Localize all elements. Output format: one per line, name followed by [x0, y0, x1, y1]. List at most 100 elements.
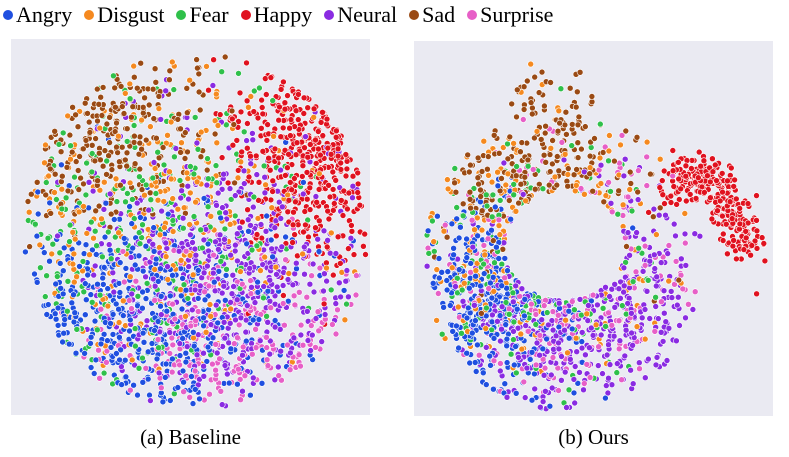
scatter-point-fear: [88, 168, 96, 176]
scatter-point-fear: [483, 304, 490, 312]
scatter-point-fear: [91, 227, 99, 235]
scatter-point-surprise: [212, 341, 219, 348]
scatter-point-surprise: [95, 346, 102, 354]
scatter-point-happy: [284, 164, 291, 171]
scatter-point-surprise: [624, 193, 632, 201]
scatter-point-disgust: [527, 60, 534, 68]
scatter-point-neural: [576, 369, 583, 376]
scatter-point-sad: [117, 83, 125, 90]
scatter-point-sad: [177, 125, 184, 133]
scatter-point-fear: [66, 238, 73, 245]
scatter-point-happy: [250, 108, 258, 115]
legend-label-disgust: Disgust: [97, 2, 165, 27]
scatter-point-sad: [477, 193, 484, 200]
scatter-point-sad: [520, 106, 528, 113]
scatter-point-happy: [312, 160, 320, 167]
scatter-point-sad: [506, 133, 514, 141]
scatter-point-surprise: [206, 390, 213, 398]
scatter-point-sad: [512, 172, 520, 179]
scatter-point-disgust: [48, 250, 56, 258]
scatter-point-disgust: [341, 316, 349, 324]
scatter-point-angry: [480, 369, 487, 377]
scatter-point-neural: [105, 241, 113, 248]
scatter-point-angry: [192, 386, 199, 393]
scatter-point-neural: [271, 224, 279, 231]
scatter-point-fear: [429, 217, 436, 225]
scatter-point-angry: [152, 255, 160, 263]
scatter-point-happy: [747, 251, 754, 259]
scatter-point-disgust: [197, 128, 205, 136]
scatter-point-surprise: [235, 365, 242, 373]
scatter-point-sad: [94, 117, 101, 125]
scatter-point-happy: [271, 145, 279, 153]
scatter-point-happy: [291, 231, 298, 238]
scatter-point-happy: [300, 94, 308, 102]
scatter-point-fear: [204, 203, 212, 210]
scatter-point-happy: [295, 91, 302, 98]
scatter-point-neural: [187, 231, 194, 239]
scatter-point-happy: [356, 201, 364, 209]
scatter-point-surprise: [549, 308, 557, 315]
scatter-point-angry: [52, 315, 60, 323]
scatter-point-neural: [185, 263, 192, 270]
scatter-point-sad: [76, 153, 83, 160]
scatter-point-angry: [269, 253, 276, 261]
scatter-point-neural: [555, 345, 563, 353]
scatter-point-sad: [146, 189, 154, 197]
scatter-point-neural: [578, 344, 586, 352]
scatter-point-sad: [103, 171, 110, 178]
scatter-point-neural: [581, 168, 588, 176]
scatter-point-disgust: [115, 229, 122, 236]
scatter-point-neural: [651, 251, 658, 259]
scatter-point-surprise: [267, 304, 275, 312]
scatter-point-neural: [261, 173, 268, 181]
scatter-point-fear: [491, 259, 498, 266]
scatter-point-neural: [681, 230, 689, 238]
scatter-point-surprise: [314, 308, 322, 316]
scatter-point-neural: [106, 190, 114, 198]
scatter-point-neural: [271, 376, 279, 384]
scatter-point-happy: [719, 230, 727, 238]
scatter-point-angry: [455, 234, 463, 242]
scatter-point-angry: [139, 288, 146, 296]
scatter-point-neural: [306, 280, 314, 288]
scatter-point-surprise: [497, 360, 504, 367]
scatter-point-angry: [174, 384, 182, 391]
scatter-point-angry: [267, 236, 275, 244]
scatter-point-surprise: [532, 311, 540, 318]
scatter-point-neural: [673, 301, 681, 309]
scatter-point-disgust: [58, 185, 66, 193]
scatter-point-disgust: [490, 288, 497, 295]
scatter-point-angry: [109, 331, 117, 338]
scatter-point-surprise: [169, 300, 176, 308]
scatter-point-fear: [122, 198, 129, 206]
scatter-point-angry: [200, 322, 207, 330]
scatter-point-neural: [292, 259, 300, 267]
scatter-point-angry: [448, 220, 456, 228]
scatter-point-angry: [494, 182, 502, 190]
scatter-point-disgust: [495, 222, 503, 229]
scatter-point-sad: [174, 116, 182, 123]
scatter-point-angry: [255, 316, 263, 323]
scatter-point-happy: [218, 154, 226, 161]
scatter-point-angry: [568, 325, 576, 333]
scatter-point-fear: [123, 138, 131, 145]
scatter-point-neural: [659, 338, 667, 345]
scatter-point-angry: [471, 359, 479, 366]
scatter-point-happy: [669, 167, 677, 174]
scatter-point-neural: [555, 339, 562, 347]
scatter-point-happy: [329, 168, 337, 176]
scatter-point-neural: [213, 202, 220, 209]
scatter-point-fear: [63, 307, 71, 315]
scatter-point-fear: [149, 174, 157, 182]
scatter-point-happy: [304, 104, 312, 111]
scatter-point-angry: [474, 232, 481, 240]
scatter-point-sad: [459, 200, 467, 208]
scatter-point-fear: [43, 272, 50, 279]
scatter-point-happy: [303, 195, 311, 203]
scatter-point-neural: [220, 318, 228, 326]
scatter-point-surprise: [247, 277, 254, 284]
scatter-point-happy: [237, 108, 245, 116]
scatter-point-angry: [140, 338, 148, 346]
scatter-point-angry: [164, 210, 172, 218]
